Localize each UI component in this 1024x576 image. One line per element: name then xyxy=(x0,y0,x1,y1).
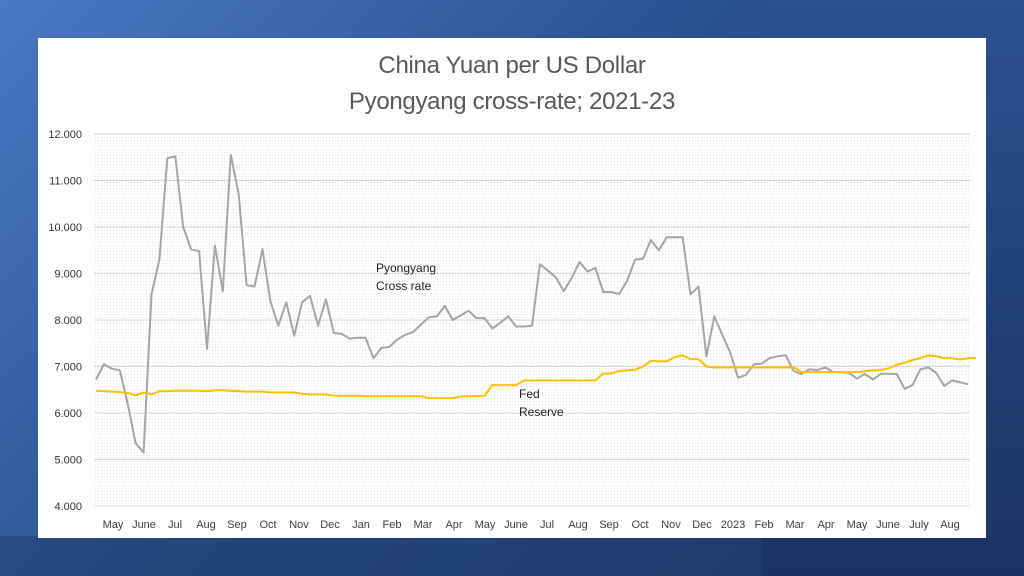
chart-card: China Yuan per US Dollar Pyongyang cross… xyxy=(38,38,986,538)
slide-background-band xyxy=(0,536,762,576)
y-tick-label: 5.000 xyxy=(54,455,82,467)
series-line-fed-reserve xyxy=(95,354,976,400)
x-tick-label: Apr xyxy=(445,519,462,531)
x-axis-ticks: May June Jul Aug Sep Oct Nov Dec Jan Feb Mar Apr May… xyxy=(103,519,960,531)
x-tick-label: Nov xyxy=(661,519,681,531)
annotations: Pyongyang Cross rate Fed Reserve xyxy=(376,261,564,419)
x-tick-label: Dec xyxy=(692,519,712,531)
x-tick-label: Oct xyxy=(259,519,276,531)
x-tick-label: May xyxy=(103,519,124,531)
x-tick-label: Nov xyxy=(289,519,309,531)
y-tick-label: 4.000 xyxy=(54,501,82,513)
x-tick-label: May xyxy=(475,519,496,531)
x-tick-label: Aug xyxy=(196,519,216,531)
x-tick-label: May xyxy=(847,519,868,531)
annotation-label: Pyongyang xyxy=(376,261,436,275)
x-tick-label: Oct xyxy=(631,519,648,531)
y-axis-ticks: 4.000 5.000 6.000 7.000 8.000 9.000 10.000 11.0… xyxy=(48,129,82,513)
x-tick-label: Apr xyxy=(817,519,834,531)
x-tick-label: June xyxy=(876,519,900,531)
y-tick-label: 12.000 xyxy=(48,129,82,141)
x-tick-label: Jul xyxy=(540,519,554,531)
x-tick-label: Aug xyxy=(568,519,588,531)
x-tick-label: Jul xyxy=(168,519,182,531)
annotation-label: Fed xyxy=(519,387,540,401)
annotation-label: Cross rate xyxy=(376,279,432,293)
y-tick-label: 8.000 xyxy=(54,315,82,327)
y-tick-label: 10.000 xyxy=(48,222,82,234)
x-tick-label: July xyxy=(909,519,929,531)
x-tick-label: Jan xyxy=(352,519,370,531)
x-tick-label: Mar xyxy=(414,519,433,531)
x-tick-label: Aug xyxy=(940,519,960,531)
annotation-label: Reserve xyxy=(519,405,564,419)
y-tick-label: 6.000 xyxy=(54,408,82,420)
y-tick-label: 9.000 xyxy=(54,269,82,281)
series-line-pyongyang-cross-rate xyxy=(95,153,969,454)
y-tick-label: 11.000 xyxy=(49,176,82,188)
x-tick-label: June xyxy=(132,519,156,531)
x-tick-label: Feb xyxy=(383,519,402,531)
x-tick-label: Dec xyxy=(320,519,340,531)
x-tick-label: Sep xyxy=(599,519,619,531)
chart-title: China Yuan per US Dollar xyxy=(378,52,646,79)
x-tick-label: Sep xyxy=(227,519,247,531)
y-tick-label: 7.000 xyxy=(54,362,82,374)
x-tick-label: 2023 xyxy=(721,519,745,531)
line-chart: 4.000 5.000 6.000 7.000 8.000 9.000 10.000 11.0… xyxy=(48,129,976,531)
x-tick-label: June xyxy=(504,519,528,531)
series-lines xyxy=(95,153,976,454)
chart-subtitle: Pyongyang cross-rate; 2021-23 xyxy=(348,88,676,115)
x-tick-label: Feb xyxy=(755,519,774,531)
x-tick-label: Mar xyxy=(786,519,805,531)
